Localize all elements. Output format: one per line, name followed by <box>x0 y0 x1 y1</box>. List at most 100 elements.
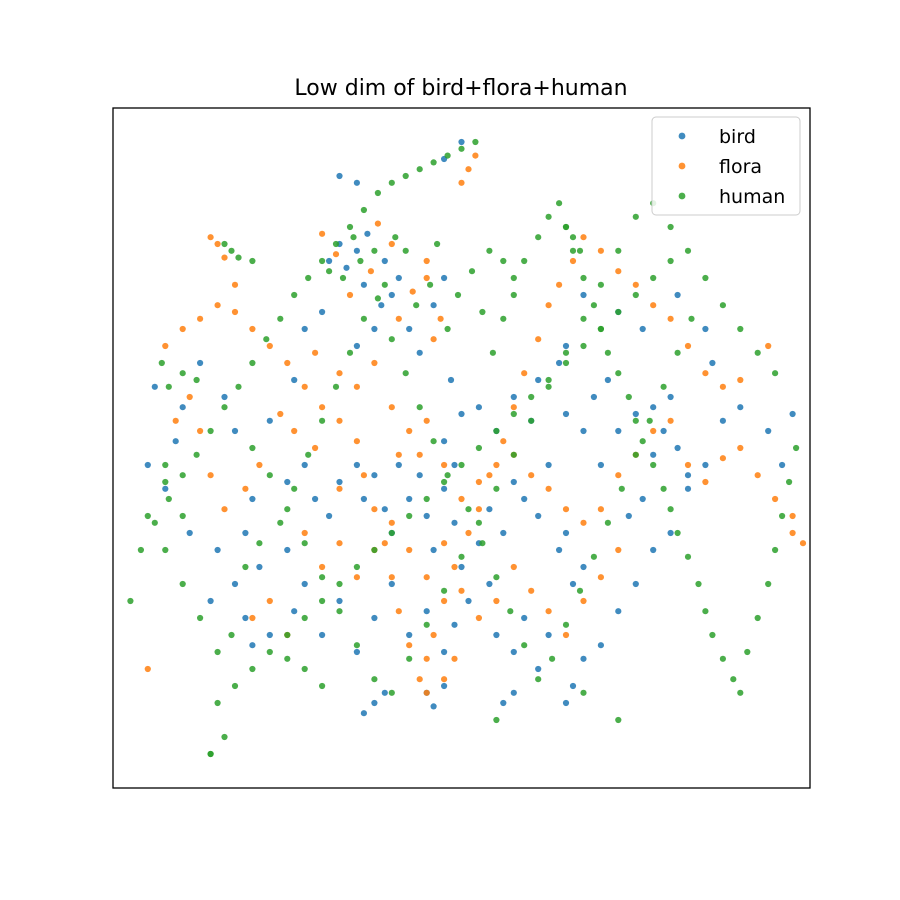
point-bird <box>162 485 169 492</box>
point-bird <box>709 359 716 367</box>
point-human <box>615 716 622 724</box>
point-human <box>371 546 378 554</box>
point-bird <box>179 404 186 411</box>
point-bird <box>521 614 528 622</box>
point-bird <box>388 580 395 588</box>
point-human <box>479 308 486 316</box>
point-human <box>475 444 482 452</box>
point-bird <box>500 529 507 537</box>
point-flora <box>406 427 413 435</box>
point-flora <box>214 240 221 248</box>
point-flora <box>465 529 472 537</box>
point-bird <box>535 376 542 384</box>
point-bird <box>186 529 193 537</box>
point-flora <box>256 461 263 469</box>
point-bird <box>562 699 570 707</box>
point-human <box>277 519 284 526</box>
point-human <box>371 676 378 683</box>
point-flora <box>472 152 479 159</box>
point-human <box>454 291 462 299</box>
point-bird <box>521 495 528 503</box>
point-human <box>719 655 727 662</box>
point-bird <box>395 461 402 469</box>
point-human <box>569 247 577 254</box>
point-human <box>444 152 451 159</box>
point-flora <box>615 268 622 275</box>
point-bird <box>416 349 423 356</box>
point-human <box>179 580 186 588</box>
point-flora <box>597 506 605 513</box>
point-human <box>388 689 395 696</box>
point-human <box>221 404 228 411</box>
point-bird <box>615 427 622 435</box>
point-bird <box>423 608 430 615</box>
legend: bird flora human <box>651 116 801 216</box>
point-bird <box>395 274 402 282</box>
point-bird <box>737 404 744 411</box>
point-human <box>332 240 340 248</box>
point-flora <box>266 342 273 350</box>
point-bird <box>353 461 360 469</box>
point-flora <box>207 234 214 241</box>
point-human <box>772 546 779 554</box>
point-flora <box>493 597 500 605</box>
point-bird <box>562 410 570 418</box>
point-bird <box>144 461 151 469</box>
point-human <box>388 336 395 343</box>
point-human <box>646 417 653 424</box>
point-bird <box>562 342 570 350</box>
point-human <box>569 234 577 241</box>
point-flora <box>458 179 465 186</box>
point-human <box>510 451 517 458</box>
point-flora <box>416 451 423 458</box>
point-flora <box>545 608 552 615</box>
point-bird <box>632 410 639 418</box>
point-human <box>562 349 570 356</box>
point-bird <box>451 519 458 526</box>
point-flora <box>441 461 448 469</box>
point-human <box>162 461 169 469</box>
point-human <box>684 553 692 560</box>
point-human <box>374 189 381 197</box>
point-human <box>444 325 451 333</box>
point-human <box>580 274 587 282</box>
point-human <box>388 179 395 186</box>
point-human <box>249 665 256 673</box>
point-bird <box>650 404 657 411</box>
point-flora <box>336 485 343 492</box>
point-flora <box>569 257 577 265</box>
point-human <box>319 257 326 265</box>
point-flora <box>528 472 535 479</box>
point-flora <box>172 417 179 424</box>
point-flora <box>441 597 448 605</box>
point-flora <box>510 563 517 571</box>
point-flora <box>423 574 430 581</box>
point-flora <box>395 608 402 615</box>
point-human <box>235 254 242 261</box>
point-flora <box>493 461 500 469</box>
point-bird <box>500 699 507 707</box>
point-flora <box>799 540 807 547</box>
point-human <box>326 268 333 275</box>
point-bird <box>580 563 587 571</box>
point-bird <box>580 291 587 299</box>
point-flora <box>388 574 395 581</box>
point-flora <box>406 642 413 649</box>
point-bird <box>597 461 605 469</box>
point-human <box>535 234 542 241</box>
point-human <box>475 519 482 526</box>
point-flora <box>395 451 402 458</box>
point-flora <box>301 529 308 537</box>
point-flora <box>535 336 542 343</box>
point-human <box>580 342 587 350</box>
point-bird <box>388 291 395 299</box>
point-human <box>193 376 200 384</box>
point-flora <box>388 240 395 248</box>
point-human <box>332 383 340 390</box>
point-flora <box>684 342 692 350</box>
point-bird <box>625 512 632 520</box>
point-bird <box>172 438 179 445</box>
point-human <box>754 349 761 356</box>
point-human <box>444 472 451 479</box>
point-human <box>580 689 587 696</box>
